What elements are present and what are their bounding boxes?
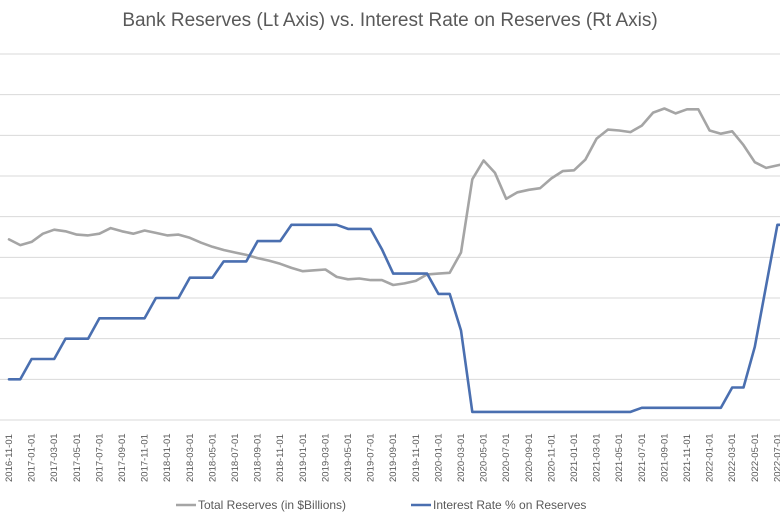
x-tick-label: 2020-03-01 (456, 433, 467, 482)
x-tick-label: 2020-11-01 (546, 434, 557, 482)
x-tick-label: 2017-01-01 (27, 433, 38, 482)
x-tick-label: 2022-05-01 (750, 433, 761, 482)
x-tick-label: 2017-07-01 (94, 433, 105, 482)
x-tick-label: 2021-03-01 (592, 433, 603, 482)
x-tick-label: 2018-11-01 (275, 434, 286, 482)
x-tick-label: 2017-09-01 (117, 433, 128, 482)
legend: Total Reserves (in $Billions) Interest Ra… (176, 498, 586, 512)
series-line (7, 107, 780, 287)
x-tick-label: 2021-11-01 (682, 434, 693, 482)
x-tick-label: 2019-09-01 (388, 433, 399, 482)
legend-label: Total Reserves (in $Billions) (198, 498, 346, 512)
x-tick-label: 2020-01-01 (433, 433, 444, 482)
x-tick-label: 2019-07-01 (366, 433, 377, 482)
x-tick-label: 2016-11-01 (4, 434, 15, 482)
series-lines (7, 107, 780, 414)
x-tick-label: 2021-01-01 (569, 433, 580, 482)
x-tick-label: 2017-05-01 (72, 433, 83, 482)
x-tick-label: 2020-09-01 (524, 433, 535, 482)
x-tick-label: 2022-07-01 (772, 433, 780, 482)
x-tick-label: 2018-05-01 (207, 433, 218, 482)
grid-lines (0, 53, 780, 421)
legend-label: Interest Rate % on Reserves (433, 498, 586, 512)
x-tick-label: 2019-03-01 (320, 433, 331, 482)
x-tick-label: 2022-03-01 (727, 433, 738, 482)
x-tick-label: 2020-07-01 (501, 433, 512, 482)
x-tick-label: 2018-01-01 (162, 433, 173, 482)
x-tick-label: 2017-03-01 (49, 433, 60, 482)
x-tick-label: 2019-11-01 (411, 434, 422, 482)
series-line (7, 223, 780, 414)
x-tick-label: 2021-09-01 (659, 433, 670, 482)
x-tick-label: 2021-07-01 (637, 433, 648, 482)
x-tick-label: 2019-01-01 (298, 433, 309, 482)
x-tick-label: 2017-11-01 (140, 434, 151, 482)
x-tick-label: 2018-07-01 (230, 433, 241, 482)
x-tick-label: 2021-05-01 (614, 433, 625, 482)
x-tick-label: 2019-05-01 (343, 433, 354, 482)
x-axis-tick-labels: 2016-11-01 2017-01-01 2017-03-01 2017-05-01… (4, 433, 780, 482)
x-tick-label: 2022-01-01 (705, 433, 716, 482)
x-tick-label: 2018-03-01 (185, 433, 196, 482)
x-tick-label: 2018-09-01 (253, 433, 264, 482)
x-tick-label: 2020-05-01 (479, 433, 490, 482)
chart-title: Bank Reserves (Lt Axis) vs. Interest Rat… (122, 10, 658, 31)
